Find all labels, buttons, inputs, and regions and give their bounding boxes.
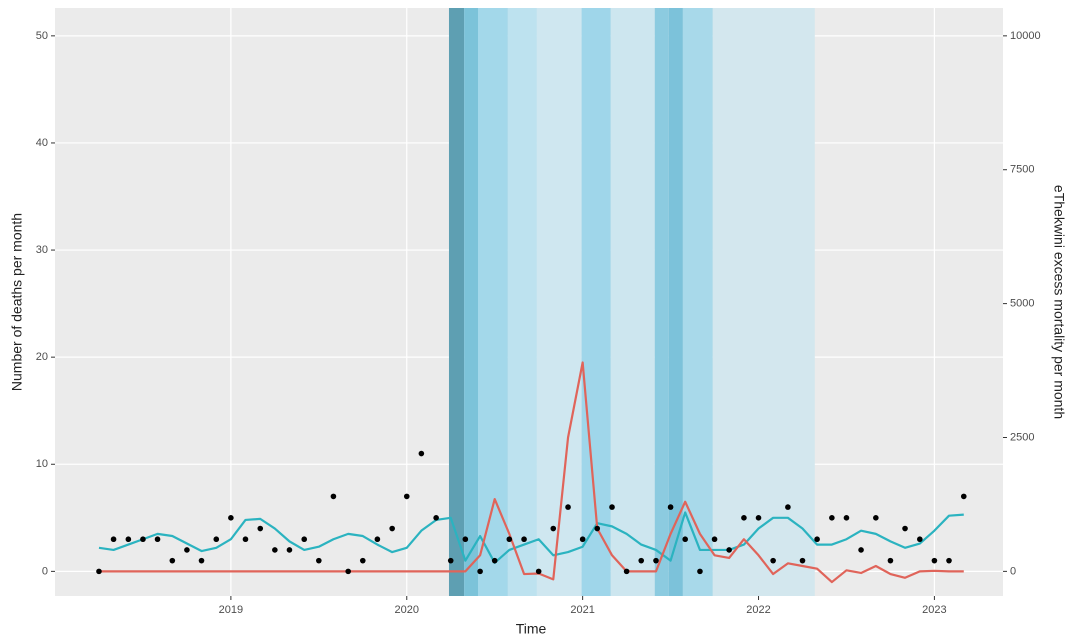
point [433, 515, 439, 521]
point [550, 525, 557, 532]
y-axis-title: Number of deaths per month [9, 213, 25, 391]
point [257, 525, 264, 532]
point [418, 450, 425, 457]
period-band [712, 8, 815, 596]
point [960, 493, 967, 500]
point [242, 536, 249, 543]
point [814, 536, 820, 543]
x-tick-label: 2022 [746, 604, 770, 616]
y2-tick-label: 2500 [1010, 431, 1034, 443]
y-tick-label: 20 [36, 351, 48, 363]
y-tick-label: 0 [42, 565, 48, 577]
point [623, 568, 630, 575]
y2-axis-title: eThekwini excess mortality per month [1051, 185, 1067, 419]
point [697, 568, 703, 575]
point [491, 557, 498, 564]
point [169, 557, 176, 564]
y-tick-label: 30 [36, 244, 48, 256]
point [389, 525, 395, 532]
x-tick-label: 2020 [395, 604, 419, 616]
point [579, 536, 586, 543]
point [785, 504, 791, 510]
point [565, 504, 571, 510]
point [140, 536, 146, 543]
point [843, 515, 850, 521]
point [345, 568, 351, 575]
point [462, 536, 469, 543]
point [770, 557, 776, 564]
y-tick-label: 40 [36, 137, 48, 149]
point [902, 525, 908, 532]
line [98, 361, 964, 584]
point [403, 493, 410, 500]
point [594, 525, 601, 532]
point [213, 536, 220, 543]
point [887, 557, 894, 564]
point [711, 536, 718, 543]
point [829, 515, 835, 521]
point [374, 536, 381, 543]
x-tick-label: 2021 [570, 604, 594, 616]
y2-tick-label: 10000 [1010, 30, 1041, 42]
point [447, 557, 454, 564]
point [755, 515, 762, 521]
x-tick-label: 2019 [219, 604, 243, 616]
point [286, 547, 293, 553]
y2-tick-label: 0 [1010, 565, 1016, 577]
period-band [654, 8, 669, 596]
point [667, 504, 674, 510]
point [110, 536, 117, 543]
period-band [536, 8, 582, 596]
point [946, 557, 952, 564]
period-band [448, 8, 465, 596]
point [330, 493, 337, 500]
point [741, 515, 747, 521]
point [272, 547, 278, 553]
x-tick-label: 2023 [922, 604, 946, 616]
point [477, 568, 483, 575]
period-band [477, 8, 508, 596]
point [638, 557, 645, 564]
y2-tick-label: 7500 [1010, 164, 1034, 176]
period-band [507, 8, 537, 596]
point [521, 536, 527, 543]
period-band [610, 8, 655, 596]
point [917, 536, 923, 543]
y-tick-label: 10 [36, 458, 48, 470]
y2-tick-label: 5000 [1010, 298, 1034, 310]
period-band [581, 8, 611, 596]
point [799, 557, 806, 564]
point [506, 536, 513, 543]
point [653, 557, 659, 564]
period-band [464, 8, 478, 596]
point [931, 557, 938, 564]
point [228, 515, 234, 521]
y-tick-label: 50 [36, 30, 48, 42]
point [858, 547, 864, 553]
point [125, 536, 132, 543]
point [726, 547, 732, 553]
point [301, 536, 308, 543]
x-axis-title: Time [516, 621, 547, 637]
point [359, 557, 366, 564]
point [198, 557, 205, 564]
point [154, 536, 161, 543]
line [98, 511, 964, 564]
point [873, 515, 879, 521]
point [535, 568, 542, 575]
period-band [668, 8, 683, 596]
point [682, 536, 688, 543]
point [184, 547, 190, 553]
point [316, 557, 322, 564]
point [609, 504, 615, 510]
period-band [682, 8, 713, 596]
point [96, 568, 102, 575]
